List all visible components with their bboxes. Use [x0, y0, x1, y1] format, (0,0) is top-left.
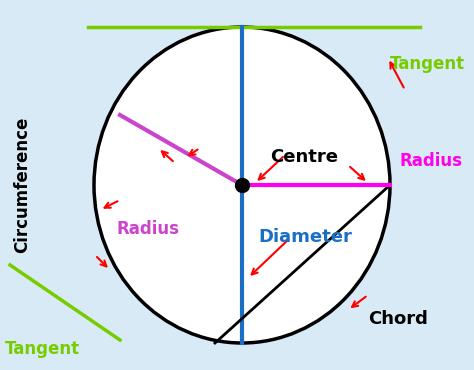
- Text: Chord: Chord: [368, 310, 428, 328]
- Point: [238, 182, 246, 188]
- Text: Diameter: Diameter: [258, 228, 352, 246]
- Ellipse shape: [94, 27, 390, 343]
- Text: Tangent: Tangent: [5, 340, 80, 358]
- Text: Circumference: Circumference: [13, 117, 31, 253]
- Text: Radius: Radius: [400, 152, 463, 170]
- Text: Tangent: Tangent: [390, 55, 465, 73]
- Text: Radius: Radius: [117, 220, 180, 238]
- Text: Centre: Centre: [270, 148, 338, 166]
